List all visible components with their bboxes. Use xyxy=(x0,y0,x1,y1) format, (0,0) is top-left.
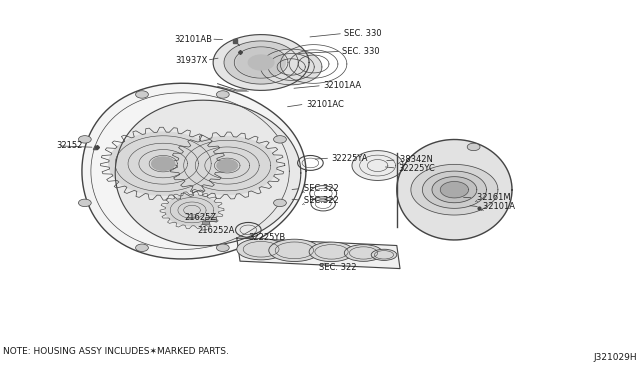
Text: SEC. 322: SEC. 322 xyxy=(319,263,356,272)
Bar xyxy=(205,217,216,221)
Polygon shape xyxy=(109,132,218,195)
Text: 21625Z: 21625Z xyxy=(184,213,216,222)
Text: 32101AB: 32101AB xyxy=(175,35,212,44)
Polygon shape xyxy=(422,171,486,208)
Polygon shape xyxy=(213,35,309,90)
Polygon shape xyxy=(432,177,477,203)
Polygon shape xyxy=(115,100,301,246)
Text: ‸32161M: ‸32161M xyxy=(475,193,511,202)
Text: 32225YA: 32225YA xyxy=(332,154,368,163)
Ellipse shape xyxy=(269,239,320,262)
Text: ‸SEC.322: ‸SEC.322 xyxy=(302,184,340,193)
Circle shape xyxy=(136,91,148,98)
Circle shape xyxy=(273,136,286,143)
Polygon shape xyxy=(260,49,322,85)
Text: J321029H: J321029H xyxy=(593,353,637,362)
Polygon shape xyxy=(237,238,400,269)
Text: 31937X: 31937X xyxy=(175,56,208,65)
Polygon shape xyxy=(177,137,277,195)
Ellipse shape xyxy=(371,249,397,260)
Ellipse shape xyxy=(344,245,383,261)
Circle shape xyxy=(467,143,480,151)
Polygon shape xyxy=(82,83,306,259)
Ellipse shape xyxy=(237,239,285,260)
Polygon shape xyxy=(352,151,403,180)
Polygon shape xyxy=(165,195,219,226)
Circle shape xyxy=(216,91,229,98)
Circle shape xyxy=(216,244,229,251)
Polygon shape xyxy=(411,164,498,215)
Text: 32225YC: 32225YC xyxy=(398,164,435,173)
Ellipse shape xyxy=(309,242,354,262)
Polygon shape xyxy=(397,140,512,240)
Text: ‸32101A: ‸32101A xyxy=(481,202,516,211)
Text: 32225YB: 32225YB xyxy=(248,233,285,242)
Text: NOTE: HOUSING ASSY INCLUDES✶MARKED PARTS.: NOTE: HOUSING ASSY INCLUDES✶MARKED PARTS… xyxy=(3,347,229,356)
Text: ‸38342N: ‸38342N xyxy=(398,155,434,164)
Text: 32152: 32152 xyxy=(56,141,83,150)
Circle shape xyxy=(273,199,286,206)
Polygon shape xyxy=(237,48,285,77)
Circle shape xyxy=(79,136,92,143)
Polygon shape xyxy=(224,41,298,84)
Polygon shape xyxy=(248,55,274,70)
Circle shape xyxy=(136,244,148,251)
Text: 32101AA: 32101AA xyxy=(323,81,362,90)
Polygon shape xyxy=(217,160,237,171)
Bar xyxy=(202,221,209,224)
Text: 32101AC: 32101AC xyxy=(306,100,344,109)
Text: 216252A: 216252A xyxy=(197,226,234,235)
Circle shape xyxy=(79,199,92,206)
Text: SEC. 330: SEC. 330 xyxy=(344,29,382,38)
Polygon shape xyxy=(440,182,468,198)
Polygon shape xyxy=(152,157,175,170)
Text: SEC. 330: SEC. 330 xyxy=(342,47,380,56)
Text: ‸SEC.322: ‸SEC.322 xyxy=(302,196,340,205)
